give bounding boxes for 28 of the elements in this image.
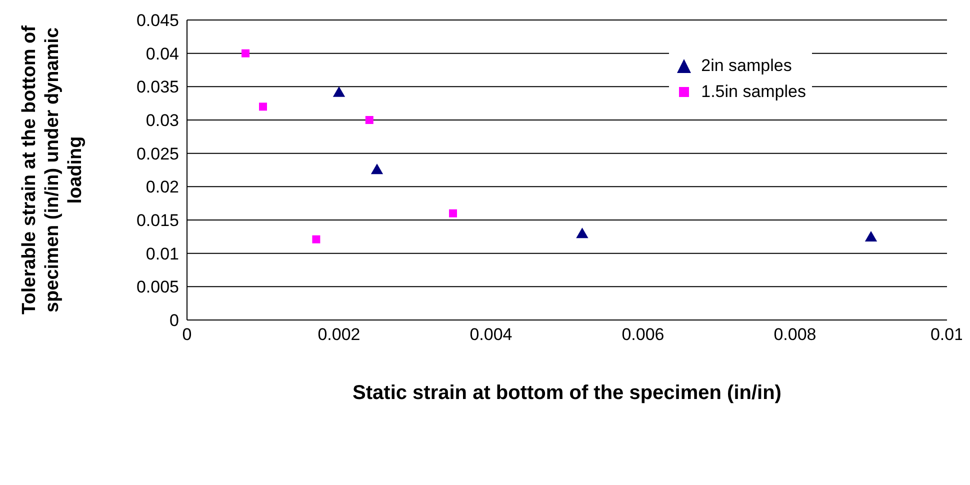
y-axis-title: Tolerable strain at the bottom of specimen (in/in) under dynamic loading [19,24,86,314]
y-tick-label: 0.02 [146,178,179,197]
point [332,86,346,97]
point [312,235,320,244]
y-tick-label: 0 [170,311,179,330]
point [365,116,374,124]
x-tick-label: 0.006 [622,325,664,344]
x-tick-label: 0.004 [470,325,512,344]
point [242,49,250,58]
y-tick-label: 0.04 [146,44,179,64]
point [370,164,384,174]
y-tick-label: 0.035 [136,78,179,97]
y-tick-label: 0.03 [146,111,179,130]
y-tick-label: 0.01 [146,244,179,264]
y-tick-label: 0.015 [136,211,179,230]
point [864,230,878,242]
y-tick-label: 0.005 [136,278,179,297]
legend-label: 2in samples [701,56,792,76]
point [576,228,588,238]
x-tick-label: 0.008 [774,325,816,344]
legend-label: 1.5in samples [701,82,806,102]
x-axis-title: Static strain at bottom of the specimen (in/in) [352,382,782,404]
x-tick-label: 0 [182,325,192,344]
point [259,102,267,111]
y-tick-label: 0.025 [136,144,179,164]
point [449,209,457,218]
y-tick-label: 0.045 [136,11,179,30]
x-tick-label: 0.002 [318,325,360,344]
